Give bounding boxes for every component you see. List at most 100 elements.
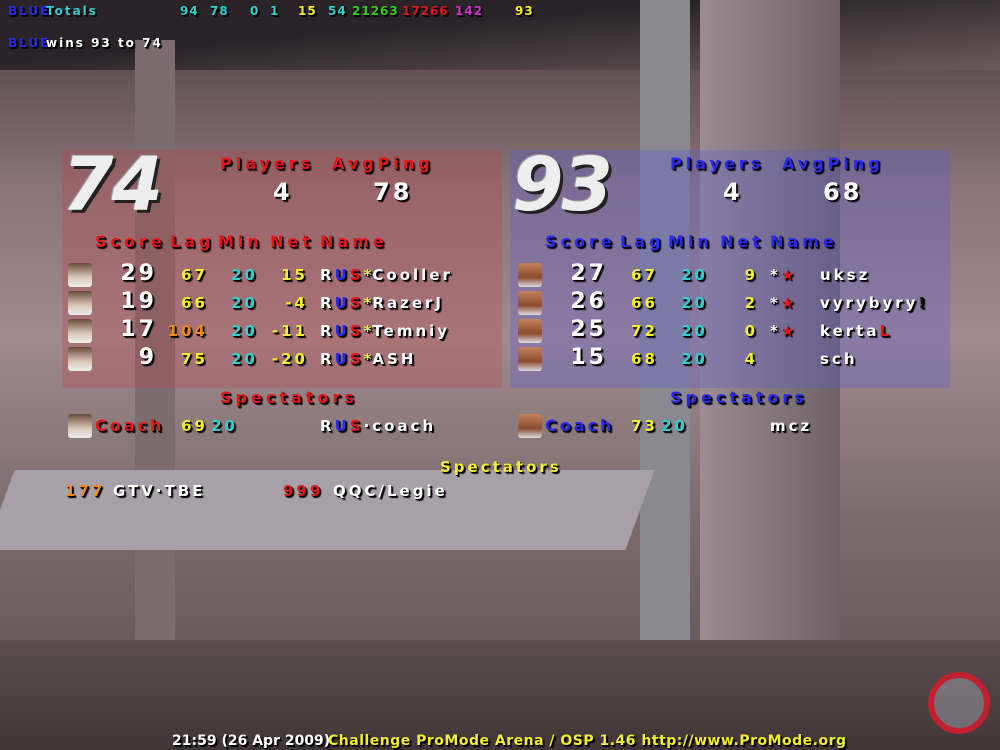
clan-tag-letter: R — [320, 417, 335, 435]
player-avatar — [518, 263, 542, 287]
player-name: RUS*RazerJ — [320, 294, 444, 312]
name-text: Temniy — [372, 322, 451, 340]
scene-pillar — [640, 0, 690, 750]
totals-value: 1 — [270, 4, 280, 18]
player-avatar — [68, 263, 92, 287]
totals-team: BLUE — [8, 4, 51, 18]
player-lag: 75 — [181, 350, 208, 368]
name-text: Cooller — [372, 266, 453, 284]
totals-value: 54 — [328, 4, 347, 18]
column-header-min: Min — [668, 232, 713, 251]
spectator-name: QQC/Legie — [333, 482, 448, 500]
clan-tag-letter: S — [349, 417, 364, 435]
footer-time: 21:59 (26 Apr 2009) — [172, 733, 331, 749]
column-header-name: Name — [770, 232, 838, 251]
scene-floor — [0, 640, 1000, 750]
name-text: uksz — [820, 266, 871, 284]
name-separator: * — [363, 350, 373, 368]
name-separator: * — [363, 266, 373, 284]
name-text: sch — [820, 350, 858, 368]
totals-value: 15 — [298, 4, 317, 18]
player-min: 20 — [681, 350, 708, 368]
totals-value: 21263 — [352, 4, 399, 18]
clan-tag-letter: U — [334, 322, 350, 340]
player-avatar — [518, 291, 542, 315]
blue-team-panel — [510, 150, 950, 388]
player-net: -4 — [285, 294, 308, 312]
player-lag: 104 — [167, 322, 208, 340]
clan-tag-letter: S — [349, 294, 364, 312]
totals-value: 94 — [180, 4, 199, 18]
name-suffix: ! — [918, 294, 929, 312]
star-icon: * — [770, 294, 781, 312]
red-team-score: 74 — [62, 142, 163, 228]
player-name: RUS*Cooller — [320, 266, 453, 284]
player-name: sch — [770, 350, 858, 368]
name-separator: * — [363, 294, 373, 312]
totals-label: Totals — [46, 4, 98, 18]
player-net: 9 — [744, 266, 758, 284]
spectator-ping: 999 — [283, 482, 324, 500]
coach-avatar — [68, 414, 92, 438]
player-name: RUS*ASH — [320, 350, 416, 368]
player-min: 20 — [231, 350, 258, 368]
clan-tag-letter: R — [320, 294, 335, 312]
clan-tag-letter: U — [334, 350, 350, 368]
clan-tag-letter: S — [349, 322, 364, 340]
name-text: ASH — [372, 350, 417, 368]
red-players-count: 4 — [273, 178, 293, 206]
player-avatar — [68, 319, 92, 343]
player-avatar — [68, 291, 92, 315]
player-net: 4 — [744, 350, 758, 368]
column-header-name: Name — [320, 232, 388, 251]
star-icon: ★ — [780, 322, 798, 340]
star-icon: ★ — [780, 266, 798, 284]
clan-tag-letter: R — [320, 350, 335, 368]
star-icon: ★ — [780, 294, 798, 312]
player-name: *★ vyrybyry! — [770, 294, 928, 312]
player-avatar — [68, 347, 92, 371]
player-lag: 66 — [631, 294, 658, 312]
column-header-score: Score — [545, 232, 616, 251]
coach-min: 20 — [211, 417, 238, 435]
column-header-lag: Lag — [170, 232, 215, 251]
red-avgping: 78 — [373, 178, 413, 206]
clan-tag-letter: R — [320, 266, 335, 284]
player-min: 20 — [681, 322, 708, 340]
blue-avgping: 68 — [823, 178, 863, 206]
blue-players-count: 4 — [723, 178, 743, 206]
player-min: 20 — [231, 294, 258, 312]
clan-tag-letter: S — [349, 266, 364, 284]
column-header-min: Min — [218, 232, 263, 251]
clan-tag-letter: U — [334, 417, 350, 435]
player-score: 25 — [570, 317, 607, 342]
red-team-panel — [62, 150, 502, 388]
player-lag: 67 — [181, 266, 208, 284]
player-tag: *★ — [770, 266, 820, 284]
totals-value: 93 — [515, 4, 534, 18]
player-net: 15 — [281, 266, 308, 284]
name-separator: · — [363, 417, 373, 435]
coach-name: RUS·coach — [320, 417, 436, 435]
team-spectators-label: Spectators — [220, 388, 358, 407]
result-text: wins 93 to 74 — [46, 36, 163, 50]
player-lag: 67 — [631, 266, 658, 284]
name-text: vyrybyry — [820, 294, 919, 312]
spectators-label: Spectators — [440, 458, 562, 476]
player-score: 29 — [120, 261, 157, 286]
column-header-net: Net — [720, 232, 764, 251]
player-lag: 72 — [631, 322, 658, 340]
blue-players-label: Players — [670, 154, 765, 173]
player-score: 26 — [570, 289, 607, 314]
scene-pillar — [700, 0, 840, 750]
player-net: 2 — [744, 294, 758, 312]
coach-min: 20 — [661, 417, 688, 435]
player-name: RUS*Temniy — [320, 322, 450, 340]
name-text: kerta — [820, 322, 880, 340]
result-team: BLUE — [8, 36, 51, 50]
player-score: 15 — [570, 345, 607, 370]
clan-tag-letter: R — [320, 322, 335, 340]
clan-tag-letter: S — [349, 350, 364, 368]
player-min: 20 — [681, 266, 708, 284]
player-score: 17 — [120, 317, 157, 342]
